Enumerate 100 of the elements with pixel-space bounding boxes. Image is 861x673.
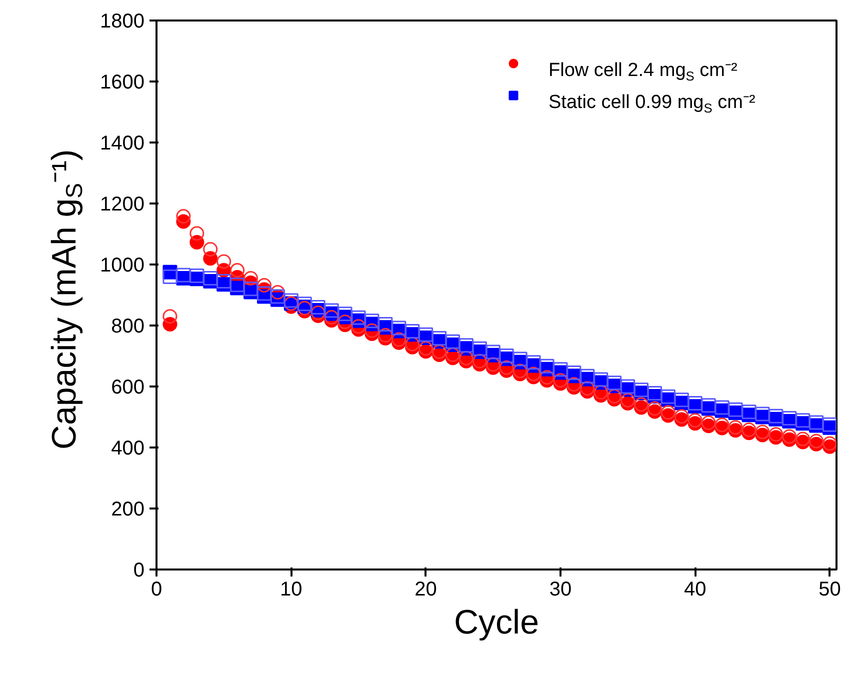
point (688, 413, 702, 428)
x-tick-label: 50 (818, 578, 841, 600)
point (472, 341, 487, 356)
y-tick-label: 0 (133, 560, 144, 582)
point (822, 417, 836, 432)
point (742, 404, 756, 420)
point (674, 392, 689, 408)
point (566, 366, 582, 380)
point (162, 309, 178, 324)
point (405, 324, 420, 339)
point (190, 268, 204, 284)
point (472, 354, 487, 368)
point (660, 389, 676, 404)
point (324, 310, 339, 324)
point (688, 396, 702, 411)
point (634, 382, 649, 398)
point (553, 373, 568, 388)
point (284, 293, 298, 308)
point (701, 398, 716, 413)
point (607, 389, 622, 404)
point (796, 432, 810, 446)
point (809, 434, 824, 448)
point (203, 242, 218, 256)
point (526, 355, 541, 370)
point (782, 410, 797, 426)
point (742, 422, 756, 438)
point (203, 270, 218, 286)
point (755, 424, 770, 440)
point (486, 344, 500, 360)
point (392, 320, 406, 336)
point (445, 348, 460, 362)
point (782, 429, 797, 444)
point (392, 332, 406, 347)
point (418, 341, 434, 356)
point (364, 314, 380, 328)
point (432, 331, 447, 346)
point (580, 381, 595, 396)
point (256, 286, 272, 301)
x-tick-label: 40 (684, 578, 706, 600)
y-tick-label: 400 (111, 438, 145, 460)
point (594, 385, 608, 400)
x-tick-label: 20 (414, 578, 437, 600)
point (432, 344, 447, 359)
point (458, 338, 474, 353)
point (445, 334, 460, 349)
point (499, 348, 514, 363)
point (216, 254, 232, 269)
point (230, 278, 245, 292)
point (512, 352, 528, 366)
point (755, 406, 770, 422)
point (378, 317, 393, 332)
point (351, 310, 366, 325)
y-tick-label: 1200 (100, 194, 145, 216)
y-axis-title: Capacity (mAh gS⁻¹) (46, 149, 88, 450)
y-tick-label: 800 (111, 316, 145, 338)
point (310, 300, 326, 314)
point (553, 362, 568, 377)
point (297, 296, 312, 312)
point (620, 392, 636, 408)
point (256, 278, 272, 292)
point (768, 408, 784, 424)
point (822, 436, 836, 451)
point (458, 350, 474, 366)
point (714, 400, 730, 415)
y-tick-label: 1000 (100, 254, 145, 276)
point (338, 306, 352, 322)
point (230, 263, 245, 278)
point (405, 336, 420, 352)
point (162, 269, 178, 284)
x-tick-label: 0 (150, 578, 162, 600)
point (674, 409, 689, 424)
point (701, 416, 716, 430)
point (176, 209, 191, 224)
point (512, 364, 528, 378)
x-tick-label: 10 (280, 578, 302, 600)
point (216, 274, 232, 289)
y-tick-label: 600 (111, 376, 145, 398)
point (594, 372, 608, 387)
point (768, 427, 784, 442)
point (647, 386, 662, 400)
point (526, 366, 541, 382)
y-tick-label: 1600 (100, 72, 145, 94)
point (580, 368, 595, 384)
point (364, 323, 380, 338)
point (244, 282, 258, 296)
point (566, 377, 582, 392)
y-tick-label: 200 (111, 498, 145, 520)
point (714, 418, 730, 432)
point (540, 358, 554, 374)
point (620, 379, 636, 394)
point (176, 268, 191, 282)
y-tick-label: 1400 (100, 132, 145, 154)
point (796, 413, 810, 428)
point (244, 270, 258, 286)
point (499, 360, 514, 375)
point (486, 357, 500, 372)
x-tick-label: 30 (549, 578, 572, 600)
point (324, 303, 339, 318)
point (338, 314, 352, 330)
point (607, 376, 622, 390)
